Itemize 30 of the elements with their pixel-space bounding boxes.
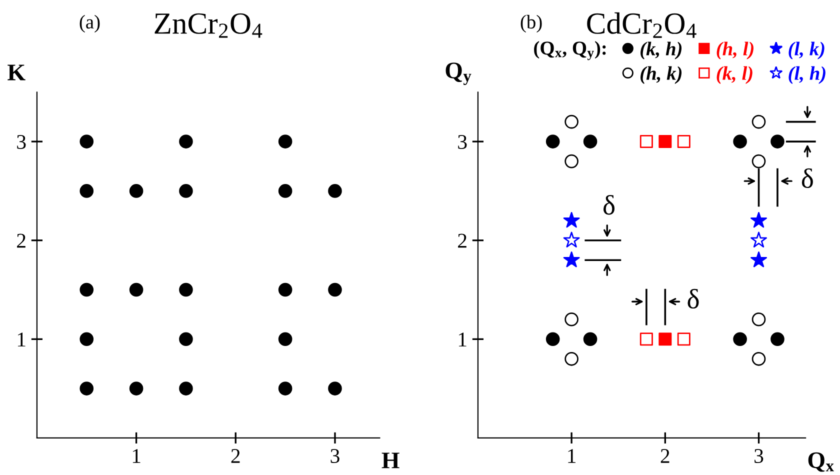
annotation: δ — [688, 288, 699, 309]
legend-title: (Q$_{x}$, Q$_{y}$): — [534, 41, 606, 60]
x-tick-label: 2 — [231, 449, 240, 463]
y-tick-label: 3 — [17, 134, 26, 149]
text: (b) — [520, 14, 542, 33]
y-axis-title: Q$_{y}$ — [446, 62, 472, 86]
legend-label: (k, h) — [640, 42, 682, 60]
chart-title: CdCr$_{2}$O$_{4}$ — [587, 12, 696, 38]
x-tick-label: 1 — [132, 449, 140, 463]
legend-label: (h, l) — [716, 42, 754, 60]
y-tick-label: 1 — [458, 332, 466, 346]
y-tick-label: 2 — [17, 234, 26, 248]
x-tick-label: 1 — [568, 449, 576, 463]
x-tick-label: 3 — [330, 449, 340, 464]
chart-title: ZnCr$_{2}$O$_{4}$ — [154, 13, 262, 38]
text: (a) — [80, 14, 100, 33]
legend-label: (l, k) — [788, 42, 824, 60]
legend-label: (h, k) — [640, 66, 682, 84]
x-axis-title: H — [382, 452, 400, 468]
legend-label: (l, h) — [788, 66, 826, 84]
x-tick-label: 2 — [660, 449, 670, 463]
x-tick-label: 3 — [754, 449, 764, 464]
x-axis-title: Q$_{x}$ — [808, 452, 834, 472]
y-axis-title: K — [8, 64, 26, 80]
legend-label: (k, l) — [716, 66, 752, 84]
y-tick-label: 1 — [18, 332, 26, 346]
annotation: δ — [802, 168, 813, 188]
y-tick-label: 2 — [458, 234, 466, 248]
annotation: δ — [604, 195, 614, 215]
y-tick-label: 3 — [458, 134, 467, 149]
